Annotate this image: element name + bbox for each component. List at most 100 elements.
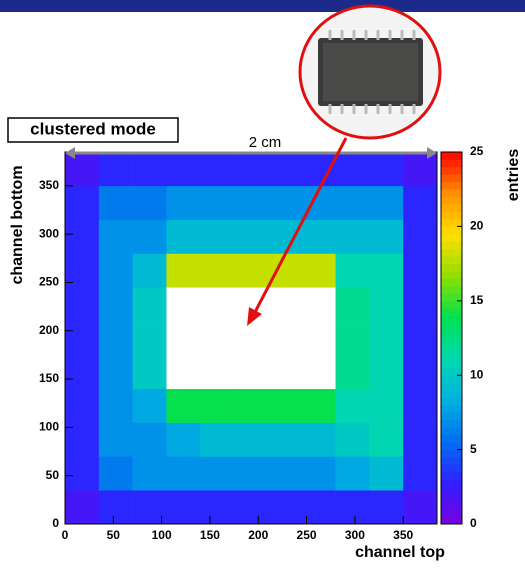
pointer-arrow (252, 137, 348, 315)
heatmap-cell (200, 422, 235, 457)
colorbar-segment (441, 442, 462, 450)
colorbar-segment (441, 241, 462, 250)
y-tick-label: 250 (39, 275, 59, 289)
heatmap-cell (98, 422, 133, 457)
heatmap-cell (200, 490, 235, 525)
heatmap-cell (132, 321, 167, 356)
heatmap-cell (301, 490, 336, 525)
heatmap-cell (267, 287, 303, 322)
x-tick-label: 50 (107, 528, 121, 542)
heatmap-cell (200, 219, 235, 254)
heatmap-cell (267, 253, 303, 288)
heatmap-cell (267, 152, 303, 187)
heatmap-cell (98, 152, 133, 187)
y-tick-label: 200 (39, 323, 59, 337)
colorbar-segment (441, 397, 462, 406)
heatmap-cell (200, 456, 235, 491)
heatmap-cell (234, 354, 269, 390)
heatmap-cell (200, 152, 235, 187)
colorbar-segment (441, 174, 462, 183)
heatmap-cell (267, 490, 303, 525)
y-tick-label: 100 (39, 420, 59, 434)
heatmap-cell (267, 422, 303, 457)
colorbar-segment (441, 211, 462, 220)
colorbar-segment (441, 278, 462, 287)
heatmap-cell (65, 287, 100, 322)
heatmap-cell (403, 388, 438, 423)
heatmap-cell (403, 456, 438, 491)
colorbar-tick-label: 5 (470, 442, 477, 456)
heatmap-cell (234, 422, 269, 457)
pointer-arrow-head (247, 307, 262, 326)
heatmap-cell (166, 422, 201, 457)
colorbar-segment (441, 338, 462, 346)
colorbar-segment (441, 315, 462, 324)
heatmap-cell (166, 219, 201, 254)
heatmap-cell (132, 490, 167, 525)
y-axis-title: channel bottom (9, 165, 26, 284)
colorbar-segment (441, 360, 462, 369)
colorbar-segment (441, 404, 462, 413)
colorbar-segment (441, 494, 462, 502)
heatmap-cell (98, 354, 133, 390)
heatmap-cell (234, 219, 269, 254)
heatmap-cell (369, 287, 404, 322)
x-tick-label: 300 (345, 528, 365, 542)
heatmap-cell (369, 422, 404, 457)
y-tick-label: 50 (46, 468, 60, 482)
colorbar-tick-label: 10 (470, 367, 484, 381)
heatmap-cell (166, 321, 201, 356)
x-tick-label: 100 (152, 528, 172, 542)
heatmap-cell (65, 354, 100, 390)
heatmap-cell (369, 219, 404, 254)
heatmap-cell (369, 490, 404, 525)
heatmap-cell (403, 287, 438, 322)
heatmap-cell (234, 388, 269, 423)
heatmap-cell (403, 321, 438, 356)
colorbar-segment (441, 427, 462, 436)
heatmap-cell (200, 321, 235, 356)
heatmap-cell (166, 388, 201, 423)
colorbar-segment (441, 166, 462, 175)
colorbar-segment (441, 464, 462, 473)
colorbar-segment (441, 367, 462, 376)
colorbar-tick-label: 20 (470, 219, 484, 233)
heatmap-cell (335, 388, 370, 423)
colorbar-segment (441, 390, 462, 398)
heatmap-cell (369, 354, 404, 390)
colorbar-segment (441, 434, 462, 443)
heatmap-cell (200, 185, 235, 220)
heatmap-cell (403, 422, 438, 457)
heatmap-cell (403, 152, 438, 187)
x-tick-label: 250 (297, 528, 317, 542)
x-tick-label: 0 (62, 528, 69, 542)
heatmap-cell (98, 321, 133, 356)
colorbar-segment (441, 285, 462, 294)
heatmap-cell (65, 321, 100, 356)
heatmap-cell (335, 490, 370, 525)
heatmap-cell (301, 456, 336, 491)
colorbar-segment (441, 300, 462, 309)
heatmap-cell (301, 422, 336, 457)
colorbar-segment (441, 159, 462, 168)
plot-area (64, 151, 438, 525)
heatmap-cell (166, 490, 201, 525)
heatmap-cell (369, 321, 404, 356)
annotation: 2 cm (249, 134, 282, 151)
heatmap-cell (234, 321, 269, 356)
heatmap-cell (98, 388, 133, 423)
colorbar-segment (441, 449, 462, 458)
y-tick-label: 0 (52, 516, 59, 530)
y-tick-label: 300 (39, 226, 59, 240)
heatmap-cell (200, 354, 235, 390)
heatmap-cell (98, 287, 133, 322)
colorbar-segment (441, 419, 462, 428)
heatmap-cell (166, 253, 201, 288)
colorbar-segment (441, 330, 462, 339)
heatmap-cell (369, 253, 404, 288)
heatmap-cell (267, 456, 303, 491)
chip-photo (298, 4, 442, 140)
heatmap-cell (234, 456, 269, 491)
heatmap-cell (335, 152, 370, 187)
heatmap-cell (166, 354, 201, 390)
